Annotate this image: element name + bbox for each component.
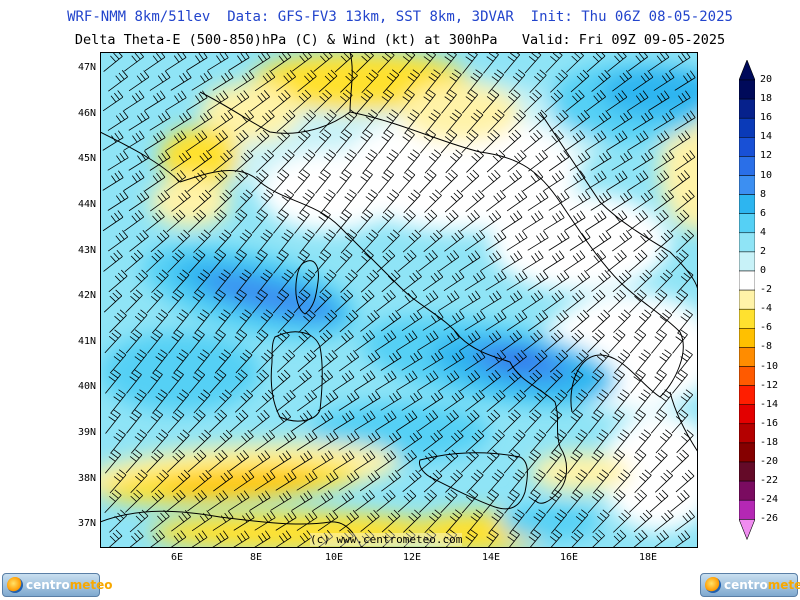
colorbar-swatch [738, 194, 756, 214]
colorbar [738, 59, 756, 542]
lon-label: 12E [402, 552, 422, 563]
lon-label: 6E [170, 552, 184, 563]
colorbar-label: -4 [760, 303, 773, 315]
colorbar-swatch [738, 404, 756, 425]
colorbar-label: -16 [760, 417, 779, 429]
lat-label: 38N [77, 473, 96, 484]
lat-label: 37N [77, 518, 96, 529]
copyright-credit: (c) www.centrometeo.com [310, 533, 463, 546]
lat-label: 44N [77, 199, 96, 210]
globe-icon [7, 577, 23, 593]
field-valid-title: Delta Theta-E (500-850)hPa (C) & Wind (k… [74, 32, 726, 48]
colorbar-swatch [738, 347, 756, 367]
colorbar-swatch [738, 499, 756, 520]
theta-e-field [100, 52, 698, 548]
colorbar-label: 4 [760, 226, 767, 238]
colorbar-swatch [738, 385, 756, 405]
lat-label: 39N [77, 427, 96, 438]
coastlines [100, 52, 698, 548]
colorbar-label: 10 [760, 169, 773, 181]
weather-map [100, 52, 698, 548]
colorbar-swatch [738, 270, 756, 291]
colorbar-label: 6 [760, 207, 767, 219]
globe-icon [705, 577, 721, 593]
colorbar-swatch [738, 79, 756, 100]
colorbar-label: 0 [760, 265, 767, 276]
lat-label: 42N [77, 290, 96, 301]
lat-label: 43N [77, 245, 96, 256]
logo-text-b: meteo [767, 578, 800, 592]
colorbar-label: -20 [760, 456, 779, 467]
lat-label: 45N [77, 153, 96, 164]
colorbar-swatch [738, 308, 756, 329]
lon-label: 10E [324, 552, 344, 563]
colorbar-swatch [738, 232, 756, 253]
colorbar-label: 20 [760, 74, 773, 85]
colorbar-label: -12 [760, 379, 779, 391]
colorbar-swatch [738, 461, 756, 482]
colorbar-swatch [738, 98, 756, 119]
lon-label: 14E [481, 552, 501, 563]
colorbar-swatch [738, 480, 756, 501]
colorbar-swatch [738, 175, 756, 195]
colorbar-label: 18 [760, 93, 773, 105]
logo-text-b: meteo [69, 578, 113, 592]
lon-label: 8E [249, 552, 263, 563]
colorbar-label: 16 [760, 112, 773, 124]
colorbar-label: 12 [760, 150, 773, 162]
colorbar-label: -10 [760, 360, 779, 372]
centrometeo-logo-left[interactable]: centrometeo [2, 573, 112, 597]
colorbar-label: -8 [760, 341, 773, 353]
lat-label: 46N [77, 108, 96, 119]
lon-label: 16E [559, 552, 579, 563]
model-info-title: WRF-NMM 8km/51lev Data: GFS-FV3 13km, SS… [67, 9, 733, 25]
colorbar-label: 14 [760, 131, 773, 143]
lat-label: 47N [77, 62, 96, 73]
colorbar-swatch [738, 366, 756, 386]
colorbar-swatch [738, 117, 756, 138]
colorbar-label: -24 [760, 494, 779, 506]
colorbar-swatch [738, 251, 756, 272]
colorbar-swatch [738, 328, 756, 348]
lat-label: 41N [77, 336, 96, 347]
colorbar-label: -18 [760, 436, 779, 448]
colorbar-swatch [738, 423, 756, 444]
lon-label: 18E [638, 552, 658, 563]
colorbar-swatch [738, 213, 756, 234]
colorbar-label: 2 [760, 245, 767, 257]
colorbar-label: -22 [760, 475, 779, 487]
logo-text-a: centro [26, 578, 70, 592]
colorbar-swatch [738, 156, 756, 176]
colorbar-bottom-arrow [738, 518, 756, 541]
colorbar-label: -14 [760, 398, 779, 410]
colorbar-label: -2 [760, 284, 773, 296]
lat-label: 40N [77, 381, 96, 392]
colorbar-swatch [738, 137, 756, 157]
colorbar-label: -6 [760, 322, 773, 334]
colorbar-swatch [738, 289, 756, 310]
colorbar-swatch [738, 442, 756, 463]
colorbar-top-arrow [738, 59, 756, 81]
logo-text-a: centro [724, 578, 768, 592]
centrometeo-logo-right[interactable]: centrometeo [700, 573, 800, 597]
colorbar-label: 8 [760, 188, 767, 200]
colorbar-label: -26 [760, 513, 779, 525]
